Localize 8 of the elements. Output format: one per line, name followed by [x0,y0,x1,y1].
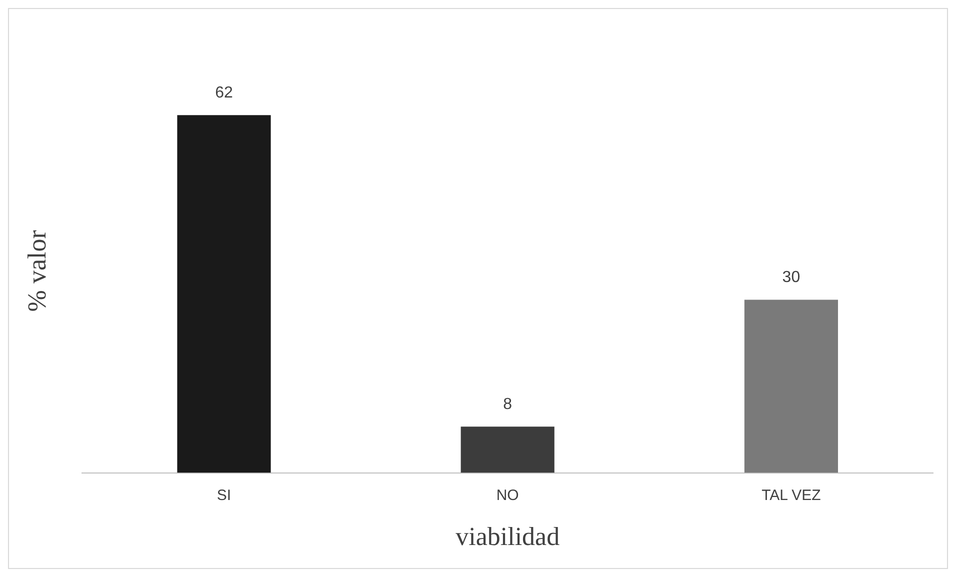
x-tick-label: SI [216,486,232,504]
x-axis-title: viabilidad [456,522,560,552]
data-label: 62 [215,84,233,102]
y-axis-title: % valor [22,230,52,312]
data-label: 30 [782,269,800,286]
x-tick-label: TAL VEZ [762,486,821,504]
x-tick-label: NO [496,486,519,504]
data-label: 8 [503,396,512,414]
